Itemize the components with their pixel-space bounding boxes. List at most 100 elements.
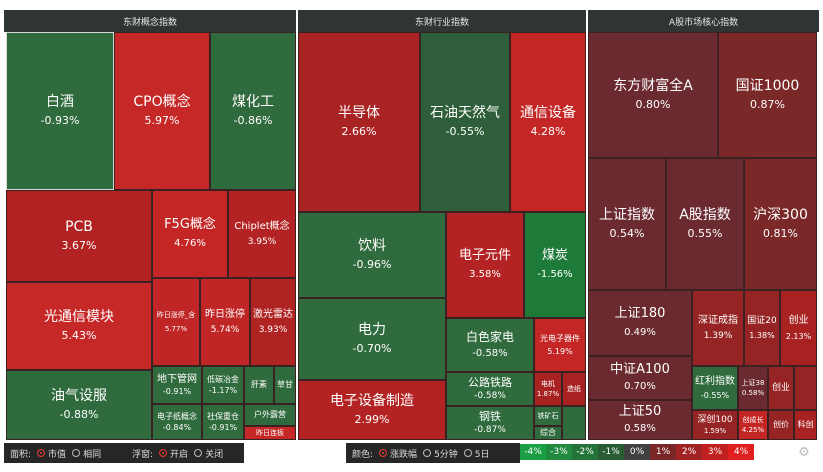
treemap-tile[interactable]: 创价 bbox=[768, 410, 794, 440]
color-option-change[interactable]: 涨跌幅 bbox=[373, 447, 417, 460]
tile-name: 煤化工 bbox=[232, 94, 274, 111]
treemap-tile[interactable]: 油气设服 -0.88% bbox=[6, 370, 152, 440]
tile-change: 0.70% bbox=[624, 381, 656, 393]
float-option-off[interactable]: 关闭 bbox=[188, 447, 223, 460]
treemap-tile[interactable]: 白酒 -0.93% bbox=[6, 32, 114, 190]
option-label: 开启 bbox=[170, 449, 189, 460]
color-option-5day[interactable]: 5日 bbox=[458, 447, 490, 460]
treemap-tile[interactable]: 通信设备 4.28% bbox=[510, 32, 586, 212]
treemap-tile[interactable]: 东方财富全A 0.80% bbox=[588, 32, 718, 158]
tile-change: 3.95% bbox=[247, 237, 277, 248]
treemap-tile[interactable]: F5G概念 4.76% bbox=[152, 190, 228, 278]
tile-change: 1.38% bbox=[749, 331, 775, 341]
treemap-tile[interactable] bbox=[794, 366, 817, 410]
tile-name: 钢铁 bbox=[479, 409, 501, 423]
treemap-tile[interactable]: 红利指数 -0.55% bbox=[692, 366, 738, 410]
treemap-tile[interactable]: 国证1000 0.87% bbox=[718, 32, 817, 158]
tile-change: 0.55% bbox=[687, 227, 723, 241]
color-control: 颜色: 涨跌幅 5分钟 5日 bbox=[346, 443, 520, 463]
treemap-tile[interactable]: 上证38 0.58% bbox=[738, 366, 768, 410]
tile-name: 国证20 bbox=[747, 315, 777, 326]
treemap-tile[interactable]: 草甘 bbox=[274, 366, 296, 404]
treemap-tile[interactable]: 上证180 0.49% bbox=[588, 290, 692, 356]
treemap-tile[interactable]: PCB 3.67% bbox=[6, 190, 152, 282]
tile-name: 沪深300 bbox=[753, 207, 808, 224]
treemap-tile[interactable]: 煤炭 -1.56% bbox=[524, 212, 586, 318]
treemap-tile[interactable]: 上证指数 0.54% bbox=[588, 158, 666, 290]
tile-change: 0.58% bbox=[741, 389, 765, 397]
float-option-on[interactable]: 开启 bbox=[153, 447, 188, 460]
treemap-tile[interactable]: 户外露营 bbox=[244, 404, 296, 426]
treemap-tile[interactable]: 电力 -0.70% bbox=[298, 298, 446, 380]
tile-name: 科创 bbox=[797, 420, 814, 430]
tile-change: 0.54% bbox=[609, 227, 645, 241]
treemap-tile[interactable]: 石油天然气 -0.55% bbox=[420, 32, 510, 212]
treemap-tile[interactable]: 低碳冶金 -1.17% bbox=[202, 366, 244, 404]
treemap-tile[interactable]: 公路铁路 -0.58% bbox=[446, 372, 534, 406]
treemap-tile[interactable]: 综合 bbox=[534, 426, 562, 440]
scale-step: -1% bbox=[598, 444, 624, 460]
area-option-market-cap[interactable]: 市值 bbox=[31, 447, 66, 460]
tile-name: 电子设备制造 bbox=[330, 393, 414, 410]
treemap-tile[interactable]: 白色家电 -0.58% bbox=[446, 318, 534, 372]
tile-name: 上证180 bbox=[614, 306, 666, 322]
treemap-tile[interactable]: A股指数 0.55% bbox=[666, 158, 744, 290]
tile-change: 2.99% bbox=[354, 413, 390, 427]
treemap-tile[interactable]: 上证50 0.58% bbox=[588, 400, 692, 440]
treemap-tile[interactable]: 铁矿石 bbox=[534, 406, 562, 426]
tile-change: -0.88% bbox=[59, 408, 99, 422]
treemap-tile[interactable]: 激光雷达 3.93% bbox=[250, 278, 296, 366]
treemap-tile[interactable]: 创业 2.13% bbox=[780, 290, 817, 366]
radio-icon bbox=[194, 449, 203, 457]
gear-icon[interactable]: ⚙ bbox=[798, 444, 810, 460]
treemap-tile[interactable]: 昨日涨停_含 5.77% bbox=[152, 278, 200, 366]
tile-name: 白酒 bbox=[46, 94, 74, 111]
radio-selected-icon bbox=[37, 449, 46, 457]
scale-step: 3% bbox=[702, 444, 728, 460]
tile-change: -0.96% bbox=[352, 258, 392, 272]
tile-change: 2.66% bbox=[341, 125, 377, 139]
treemap-tile[interactable]: 造纸 bbox=[562, 372, 586, 406]
treemap-tile[interactable]: 中证A100 0.70% bbox=[588, 356, 692, 400]
treemap-tile[interactable]: 肝素 bbox=[244, 366, 274, 404]
treemap-tile[interactable]: 半导体 2.66% bbox=[298, 32, 420, 212]
treemap-tile[interactable]: 国证20 1.38% bbox=[744, 290, 780, 366]
radio-icon bbox=[463, 449, 472, 457]
area-option-equal[interactable]: 相同 bbox=[66, 447, 101, 460]
option-label: 5日 bbox=[474, 449, 490, 460]
tile-change: -0.87% bbox=[474, 425, 506, 436]
treemap-tile[interactable]: 创成长 4.25% bbox=[738, 410, 768, 440]
treemap-tile[interactable]: 电机 1.87% bbox=[534, 372, 562, 406]
treemap-tile[interactable]: 光电子器件 5.19% bbox=[534, 318, 586, 372]
tile-name: 地下管网 bbox=[157, 373, 197, 385]
treemap-tile[interactable]: 电子纸概念 -0.84% bbox=[152, 404, 202, 440]
treemap-tile[interactable]: 地下管网 -0.91% bbox=[152, 366, 202, 404]
treemap-tile[interactable]: 饮料 -0.96% bbox=[298, 212, 446, 298]
treemap-tile[interactable]: 煤化工 -0.86% bbox=[210, 32, 296, 190]
tile-change: 3.58% bbox=[469, 269, 501, 281]
tile-change: 1.87% bbox=[536, 390, 560, 398]
tile-name: 激光雷达 bbox=[253, 308, 293, 320]
treemap-tile[interactable]: 电子设备制造 2.99% bbox=[298, 380, 446, 440]
treemap-tile[interactable]: 电子元件 3.58% bbox=[446, 212, 524, 318]
treemap-tile[interactable]: 沪深300 0.81% bbox=[744, 158, 817, 290]
treemap-tile[interactable]: 昨日涨停 5.74% bbox=[200, 278, 250, 366]
treemap-tile[interactable]: 昨日连板 bbox=[244, 426, 296, 440]
treemap-tile[interactable] bbox=[562, 406, 586, 440]
treemap-tile[interactable]: 科创 bbox=[794, 410, 817, 440]
tile-change: 0.81% bbox=[763, 227, 798, 241]
tile-name: 草甘 bbox=[277, 380, 293, 390]
tile-name: F5G概念 bbox=[164, 217, 216, 233]
treemap-tile[interactable]: 深证成指 1.39% bbox=[692, 290, 744, 366]
treemap-tile[interactable]: 创业 bbox=[768, 366, 794, 410]
treemap-tile[interactable]: 光通信模块 5.43% bbox=[6, 282, 152, 370]
tile-name: PCB bbox=[65, 219, 93, 236]
treemap-tile[interactable]: 社保重仓 -0.91% bbox=[202, 404, 244, 440]
treemap-tile[interactable]: 钢铁 -0.87% bbox=[446, 406, 534, 440]
color-option-5min[interactable]: 5分钟 bbox=[417, 447, 458, 460]
option-label: 5分钟 bbox=[434, 449, 458, 460]
treemap-tile[interactable]: 深创100 1.59% bbox=[692, 410, 738, 440]
tile-name: 电子元件 bbox=[458, 248, 511, 264]
treemap-tile[interactable]: Chiplet概念 3.95% bbox=[228, 190, 296, 278]
treemap-tile[interactable]: CPO概念 5.97% bbox=[114, 32, 210, 190]
